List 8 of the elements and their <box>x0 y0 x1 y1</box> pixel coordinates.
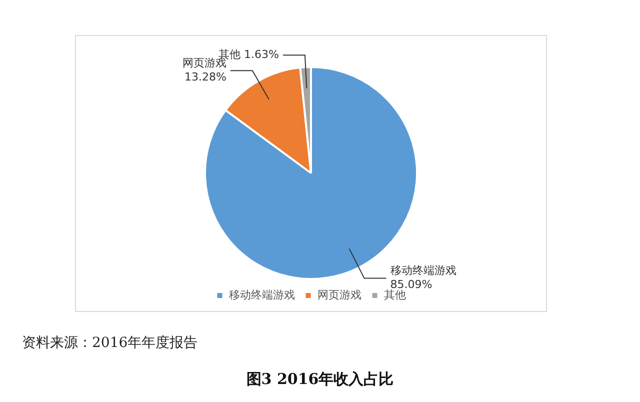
data-label: 13.28% <box>184 70 226 84</box>
text: 资料来源：2016年年度报告 <box>22 334 198 352</box>
text: 图3 2016年收入占比 <box>245 370 395 389</box>
slice-label: 移动终端游戏 <box>390 264 456 278</box>
legend-label: 网页游戏 <box>317 288 362 302</box>
category-label: 其他 1.63% <box>218 48 279 62</box>
legend-label: 其他 <box>384 288 406 302</box>
legend-label: 移动终端游戏 <box>228 288 295 302</box>
